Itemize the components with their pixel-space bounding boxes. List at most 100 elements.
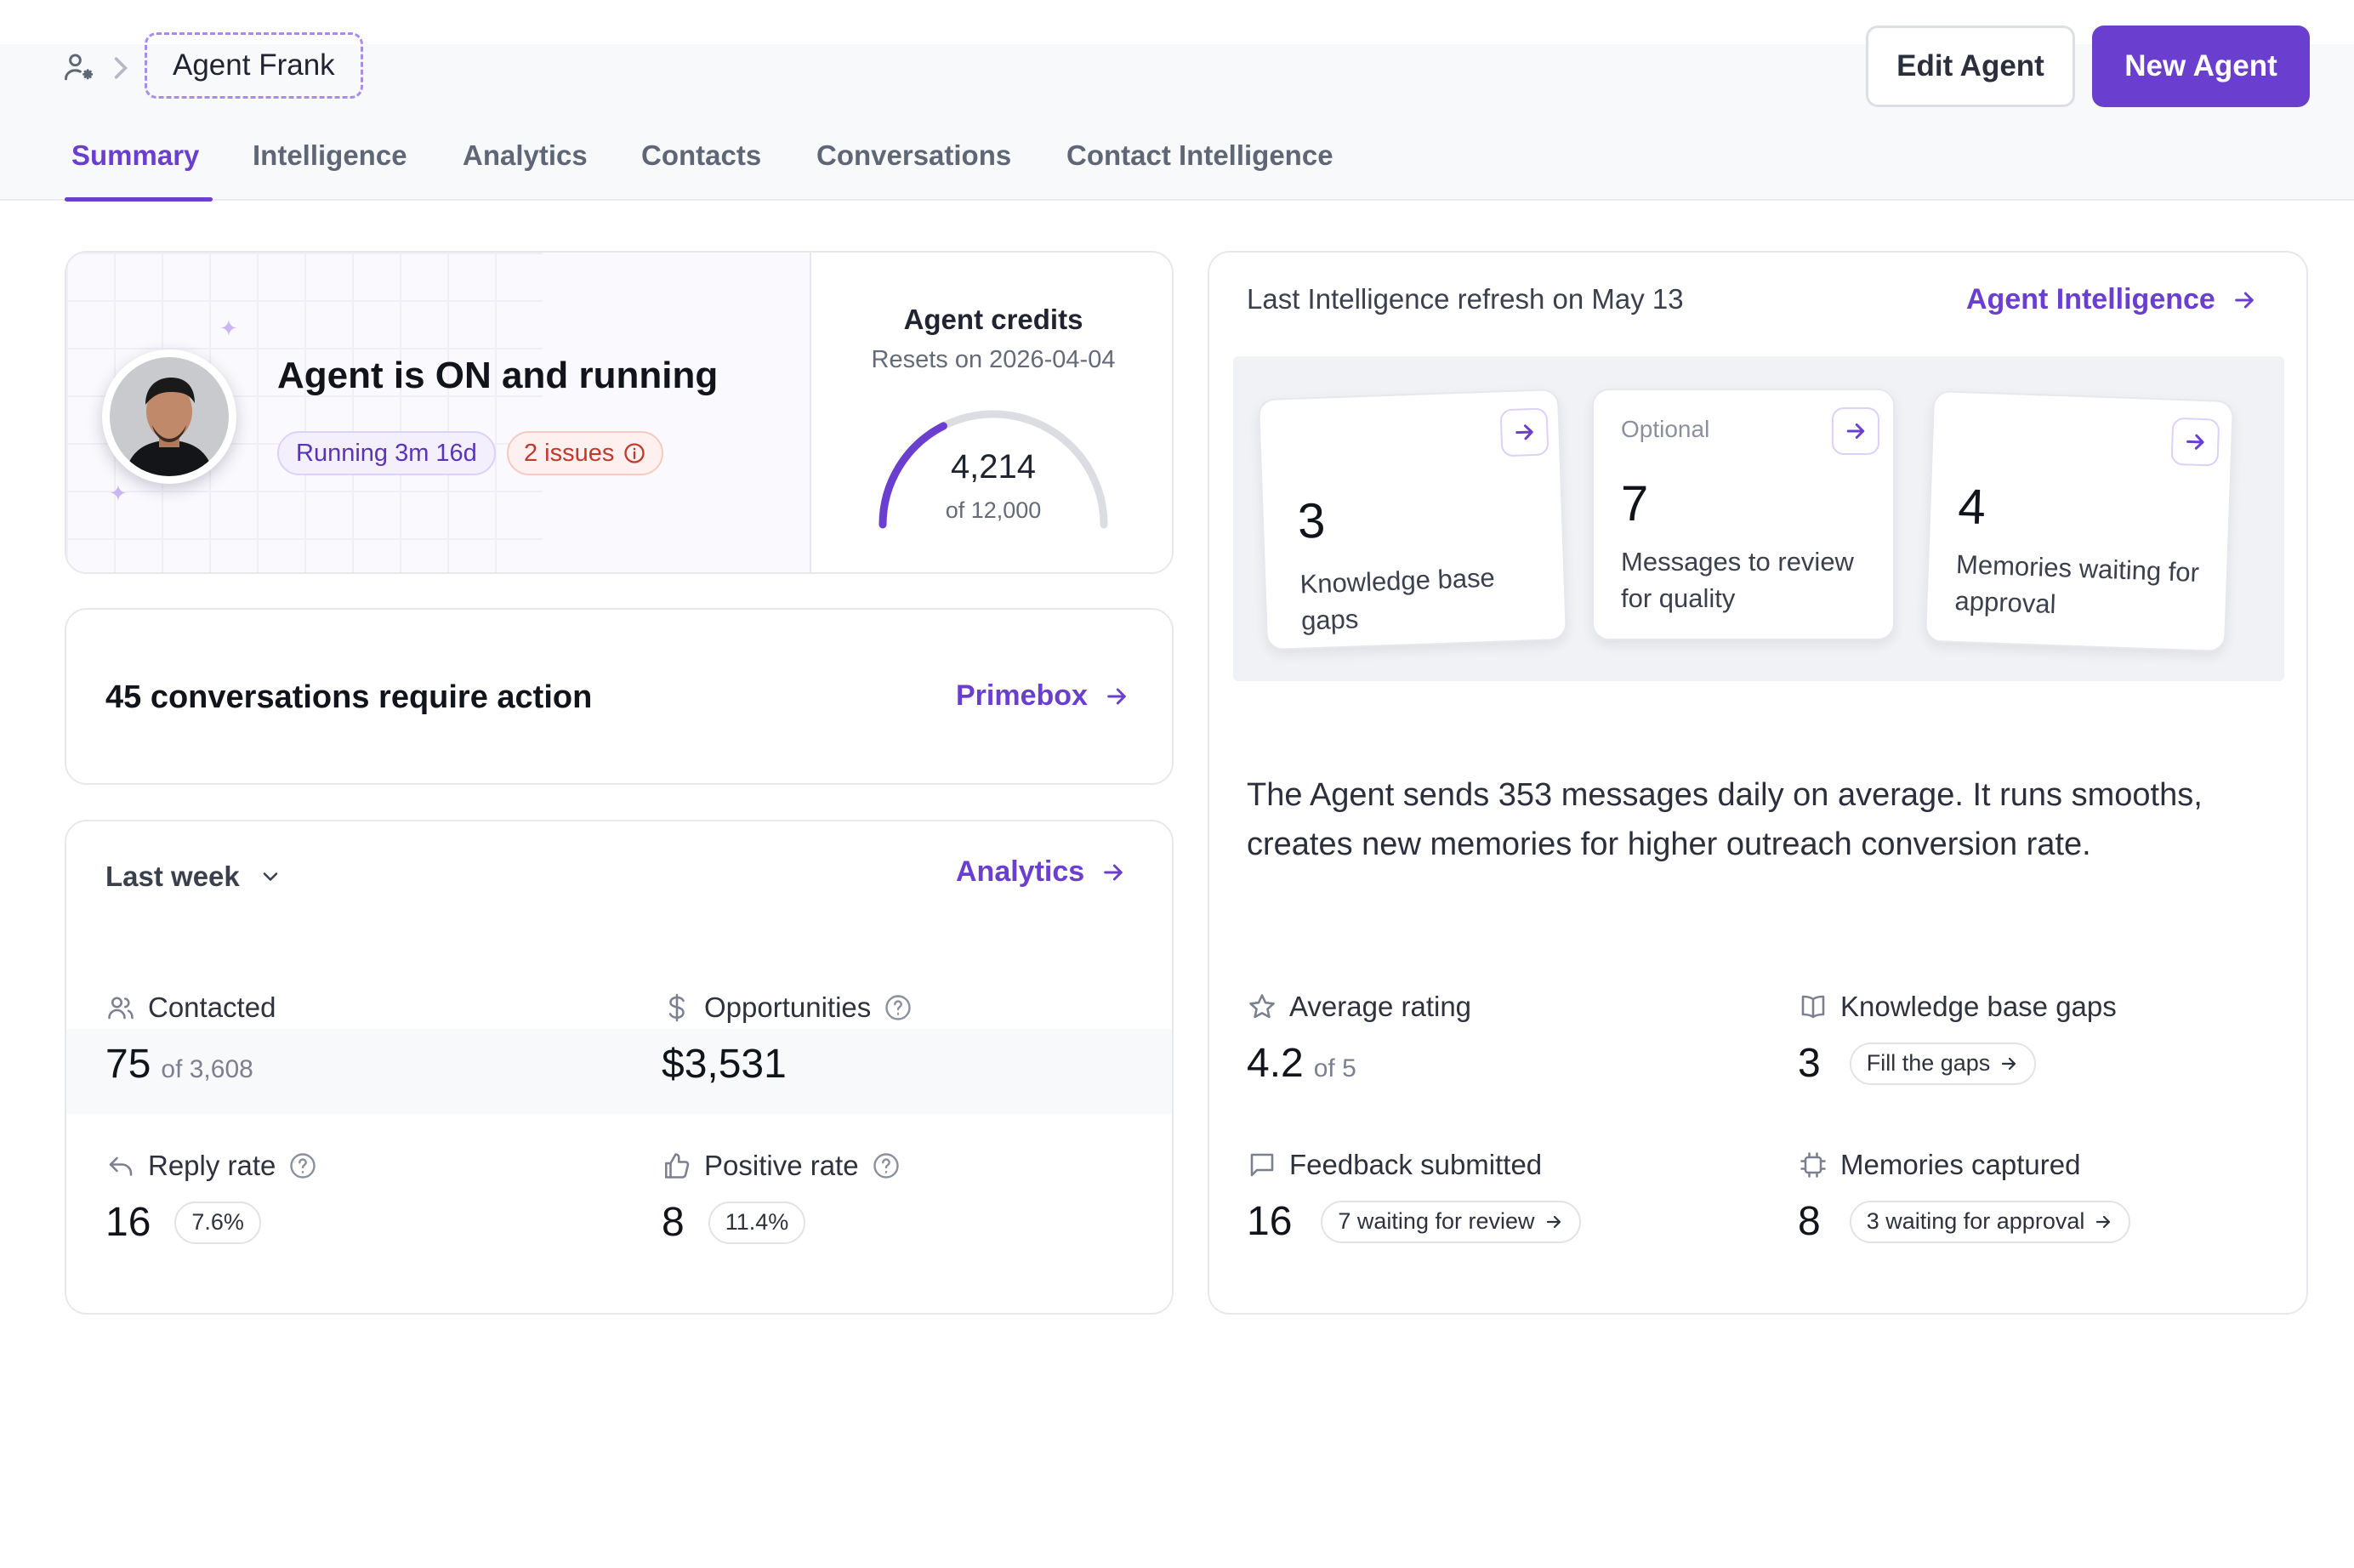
stats-band	[66, 1029, 1172, 1114]
running-duration-badge: Running 3m 16d	[277, 431, 496, 475]
average-rating-number: 4.2	[1247, 1041, 1304, 1086]
kb-gaps-value: 3 Fill the gaps	[1798, 1040, 2037, 1087]
average-rating-scale: of 5	[1313, 1054, 1356, 1082]
sparkle-icon: ✦	[109, 480, 128, 506]
tab-analytics[interactable]: Analytics	[463, 139, 588, 171]
period-dropdown[interactable]: Last week	[105, 861, 282, 893]
positive-rate-label: Positive rate	[662, 1150, 901, 1182]
reply-rate-badge: 7.6%	[174, 1201, 261, 1244]
agent-avatar	[102, 349, 236, 484]
thumbs-up-icon	[664, 1153, 690, 1179]
arrow-right-icon	[2235, 292, 2254, 308]
opportunities-label-text: Opportunities	[704, 991, 872, 1023]
conversations-action-text: 45 conversations require action	[105, 679, 593, 715]
open-arrow-icon[interactable]	[1832, 407, 1879, 455]
fill-gaps-label: Fill the gaps	[1866, 1050, 1991, 1076]
agent-summary-description: The Agent sends 353 messages daily on av…	[1247, 777, 2203, 862]
kb-gaps-number: 3	[1798, 1041, 1821, 1086]
tab-summary[interactable]: Summary	[71, 139, 200, 171]
optional-label: Optional	[1621, 416, 1710, 442]
agent-status-card: ✦ ✦ Agent is ON and running Running 3m	[65, 251, 1174, 574]
tab-conversations[interactable]: Conversations	[816, 139, 1012, 171]
help-circle-icon[interactable]	[871, 1150, 901, 1181]
contacted-value: 75 of 3,608	[105, 1041, 253, 1088]
average-rating-label: Average rating	[1247, 991, 1471, 1023]
info-icon	[624, 443, 645, 463]
agent-status-panel: ✦ ✦ Agent is ON and running Running 3m	[66, 253, 811, 572]
reply-icon	[109, 1156, 133, 1176]
open-arrow-icon[interactable]	[2170, 417, 2220, 467]
agent-name-breadcrumb[interactable]: Agent Frank	[145, 32, 363, 99]
message-square-icon	[1250, 1153, 1274, 1177]
feedback-label-text: Feedback submitted	[1289, 1149, 1543, 1180]
knowledge-gaps-text: Knowledge base gaps	[1299, 562, 1496, 637]
arrow-right-icon	[2096, 1215, 2111, 1228]
open-arrow-icon[interactable]	[1499, 407, 1549, 457]
credits-value: 4,214	[950, 448, 1037, 486]
contacted-label-text: Contacted	[148, 991, 276, 1023]
approve-memories-button[interactable]: 3 waiting for approval	[1849, 1200, 2131, 1243]
positive-rate-label-text: Positive rate	[704, 1150, 859, 1181]
agent-status-heading: Agent is ON and running	[277, 355, 719, 396]
agent-user-icon[interactable]	[61, 49, 99, 87]
memories-number: 8	[1798, 1199, 1821, 1244]
help-circle-icon[interactable]	[287, 1150, 318, 1181]
active-tab-indicator	[65, 197, 213, 202]
feedback-number: 16	[1247, 1199, 1293, 1244]
arrow-right-icon	[1546, 1215, 1561, 1228]
fill-gaps-button[interactable]: Fill the gaps	[1849, 1042, 2037, 1085]
avatar-portrait-image	[110, 357, 229, 476]
reply-rate-number: 16	[105, 1200, 151, 1245]
memories-text: Memories waiting for approval	[1954, 548, 2200, 620]
tab-intelligence[interactable]: Intelligence	[253, 139, 407, 171]
review-feedback-button[interactable]: 7 waiting for review	[1321, 1200, 1581, 1243]
reply-rate-label-text: Reply rate	[148, 1150, 276, 1181]
average-rating-label-text: Average rating	[1289, 991, 1472, 1022]
credits-reset-date: Resets on 2026-04-04	[871, 346, 1116, 373]
memories-label: Memories captured	[1798, 1149, 2080, 1181]
new-agent-button[interactable]: New Agent	[2092, 26, 2310, 107]
star-icon	[1249, 994, 1275, 1019]
credits-gauge	[878, 410, 1108, 529]
intelligence-refresh-text: Last Intelligence refresh on May 13	[1247, 283, 1684, 315]
credits-title: Agent credits	[903, 304, 1083, 335]
chevron-down-icon	[263, 872, 278, 881]
contacted-number: 75	[105, 1042, 151, 1087]
memories-approval-card[interactable]: 4 Memories waiting for approval	[1924, 389, 2235, 653]
approve-memories-label: 3 waiting for approval	[1866, 1208, 2085, 1234]
knowledge-gaps-card[interactable]: 3 Knowledge base gaps	[1257, 388, 1568, 651]
chevron-right-icon	[114, 57, 128, 79]
contacted-label: Contacted	[105, 991, 276, 1024]
positive-rate-badge: 11.4%	[708, 1201, 806, 1244]
messages-review-text: Messages to review for quality	[1621, 547, 1854, 614]
agent-intelligence-link[interactable]: Agent Intelligence	[1966, 283, 2258, 316]
memories-value: 8 3 waiting for approval	[1798, 1198, 2131, 1245]
knowledge-gaps-count: 3	[1296, 492, 1327, 549]
tab-bar: Summary Intelligence Analytics Contacts …	[0, 136, 1446, 202]
primebox-link-label: Primebox	[956, 679, 1088, 712]
users-icon	[108, 997, 134, 1020]
tab-contact-intelligence[interactable]: Contact Intelligence	[1066, 139, 1333, 171]
messages-review-card[interactable]: Optional 7 Messages to review for qualit…	[1592, 389, 1895, 640]
average-rating-value: 4.2 of 5	[1247, 1040, 1356, 1087]
contacted-total: of 3,608	[161, 1055, 253, 1083]
credits-total: of 12,000	[945, 497, 1042, 523]
help-circle-icon[interactable]	[883, 992, 913, 1023]
feedback-value: 16 7 waiting for review	[1247, 1198, 1581, 1245]
issues-badge[interactable]: 2 issues	[507, 431, 664, 475]
reply-rate-value: 16 7.6%	[105, 1199, 261, 1246]
memories-count: 4	[1957, 479, 1987, 536]
issues-label: 2 issues	[524, 439, 615, 467]
intelligence-card: Last Intelligence refresh on May 13 Agen…	[1208, 251, 2308, 1315]
dollar-icon	[668, 993, 685, 1022]
sparkle-icon: ✦	[219, 315, 238, 341]
edit-agent-button[interactable]: Edit Agent	[1866, 26, 2075, 107]
primebox-link[interactable]: Primebox	[956, 679, 1130, 713]
analytics-link[interactable]: Analytics	[956, 855, 1127, 889]
book-icon	[1801, 995, 1825, 1019]
opportunities-value: $3,531	[662, 1042, 787, 1087]
gauge-fill	[878, 422, 947, 529]
reply-rate-label: Reply rate	[105, 1150, 318, 1182]
tab-contacts[interactable]: Contacts	[641, 139, 762, 171]
analytics-link-label: Analytics	[956, 855, 1085, 888]
